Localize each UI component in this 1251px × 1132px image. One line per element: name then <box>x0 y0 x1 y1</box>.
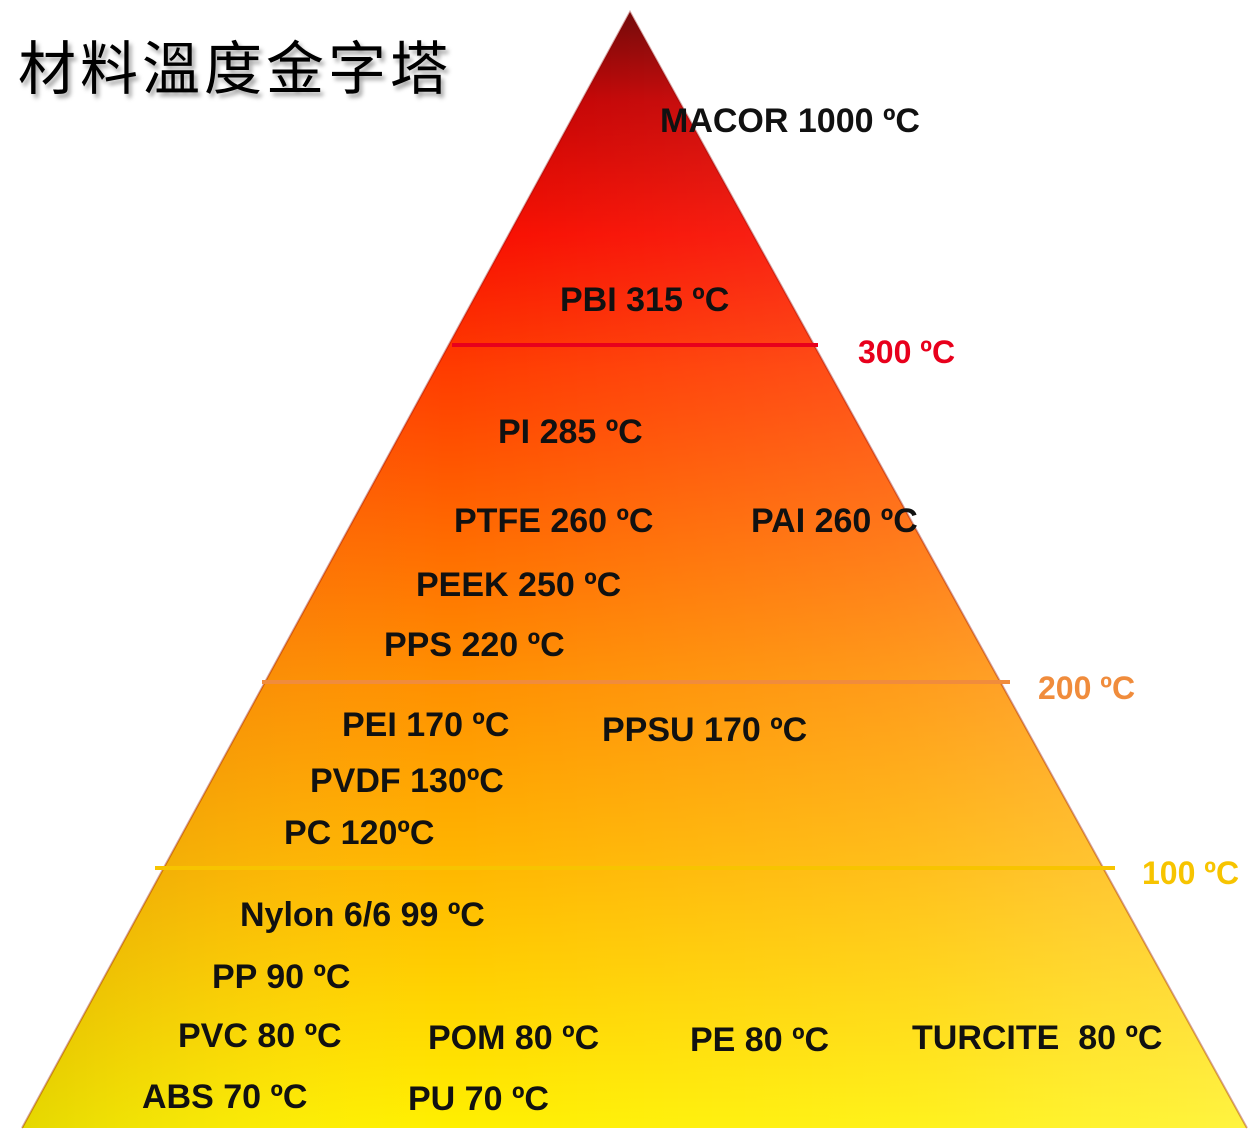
material-ball-ppsu <box>550 706 590 746</box>
material-ball-pvc <box>117 1013 157 1053</box>
material-ball-pc <box>230 809 270 849</box>
material-label-pai: PAI 260 ºC <box>751 502 918 540</box>
material-label-pi: PI 285 ºC <box>498 413 643 451</box>
material-label-nylon: Nylon 6/6 99 ºC <box>240 896 485 934</box>
material-label-pvc: PVC 80 ºC <box>178 1017 342 1055</box>
diagram-title: 材料溫度金字塔 <box>18 35 453 103</box>
material-ball-pei <box>290 701 330 741</box>
material-ball-pp <box>152 954 192 994</box>
pyramid-outline <box>21 9 1248 1129</box>
material-ball-turcite <box>858 1016 898 1056</box>
material-label-peek: PEEK 250 ºC <box>416 566 622 604</box>
material-ball-pe <box>636 1018 676 1058</box>
material-label-pei: PEI 170 ºC <box>342 706 510 744</box>
material-ball-pom <box>378 1016 418 1056</box>
material-ball-peek <box>362 561 402 601</box>
material-label-abs: ABS 70 ºC <box>142 1078 308 1116</box>
tier-label-300: 300 ºC <box>858 334 956 370</box>
material-label-pe: PE 80 ºC <box>690 1021 830 1059</box>
material-ball-ptfe <box>400 498 440 538</box>
material-label-ptfe: PTFE 260 ºC <box>454 502 654 540</box>
material-label-pom: POM 80 ºC <box>428 1019 600 1057</box>
material-ball-nylon <box>185 892 225 932</box>
material-ball-pai <box>697 498 737 538</box>
material-ball-pvdf <box>256 757 296 797</box>
tier-label-200: 200 ºC <box>1038 670 1136 706</box>
tier-label-100: 100 ºC <box>1142 855 1240 891</box>
material-ball-pi <box>444 408 484 448</box>
material-label-pp: PP 90 ºC <box>212 958 351 996</box>
pyramid-shading <box>22 12 1247 1128</box>
material-label-pbi: PBI 315 ºC <box>560 281 730 319</box>
material-label-pu: PU 70 ºC <box>408 1080 549 1118</box>
material-label-pc: PC 120ºC <box>284 814 435 852</box>
material-label-pps: PPS 220 ºC <box>384 626 565 664</box>
material-label-macor: MACOR 1000 ºC <box>660 102 920 140</box>
material-ball-pu <box>348 1076 388 1116</box>
material-ball-abs <box>82 1073 122 1113</box>
material-ball-macor <box>606 98 646 138</box>
material-label-pvdf: PVDF 130ºC <box>310 762 504 800</box>
material-ball-pbi <box>514 278 554 318</box>
material-ball-pps <box>330 621 370 661</box>
material-label-ppsu: PPSU 170 ºC <box>602 711 808 749</box>
material-label-turcite: TURCITE 80 ºC <box>912 1019 1163 1057</box>
